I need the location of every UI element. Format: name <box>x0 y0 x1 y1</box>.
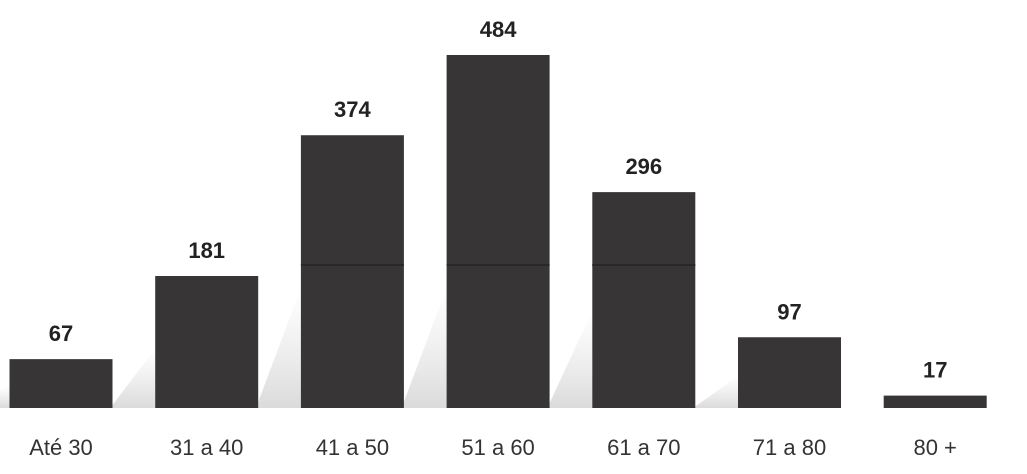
category-tick-label: 31 a 40 <box>170 435 243 460</box>
bar-shadow <box>110 348 156 408</box>
category-tick-label: Até 30 <box>29 435 93 460</box>
value-labels-group: 67 181 374 484 296 97 17 <box>49 17 948 383</box>
bar <box>155 275 259 408</box>
bar-shadow <box>693 376 738 408</box>
bar <box>883 395 987 408</box>
bar-shadow <box>401 288 447 408</box>
bar <box>9 359 113 408</box>
data-label: 296 <box>625 154 662 179</box>
bars-group <box>9 55 987 408</box>
data-label: 67 <box>49 321 73 346</box>
data-label: 97 <box>777 299 801 324</box>
data-label: 374 <box>334 97 371 122</box>
category-tick-label: 51 a 60 <box>461 435 534 460</box>
bar <box>446 55 550 408</box>
category-labels-group: Até 30 31 a 40 41 a 50 51 a 60 61 a 70 71 a 8… <box>29 435 957 460</box>
category-tick-label: 71 a 80 <box>753 435 826 460</box>
bar-shadow <box>255 288 301 408</box>
bar <box>592 192 696 408</box>
data-label: 181 <box>188 238 225 263</box>
bar <box>300 135 404 408</box>
data-label: 484 <box>480 17 517 42</box>
bar-shadow <box>0 386 10 408</box>
category-tick-label: 61 a 70 <box>607 435 680 460</box>
data-label: 17 <box>923 358 947 383</box>
category-tick-label: 41 a 50 <box>316 435 389 460</box>
category-tick-label: 80 + <box>913 435 956 460</box>
bar-shadow <box>547 310 593 408</box>
bar-shadows <box>0 288 738 408</box>
bar <box>738 337 841 408</box>
